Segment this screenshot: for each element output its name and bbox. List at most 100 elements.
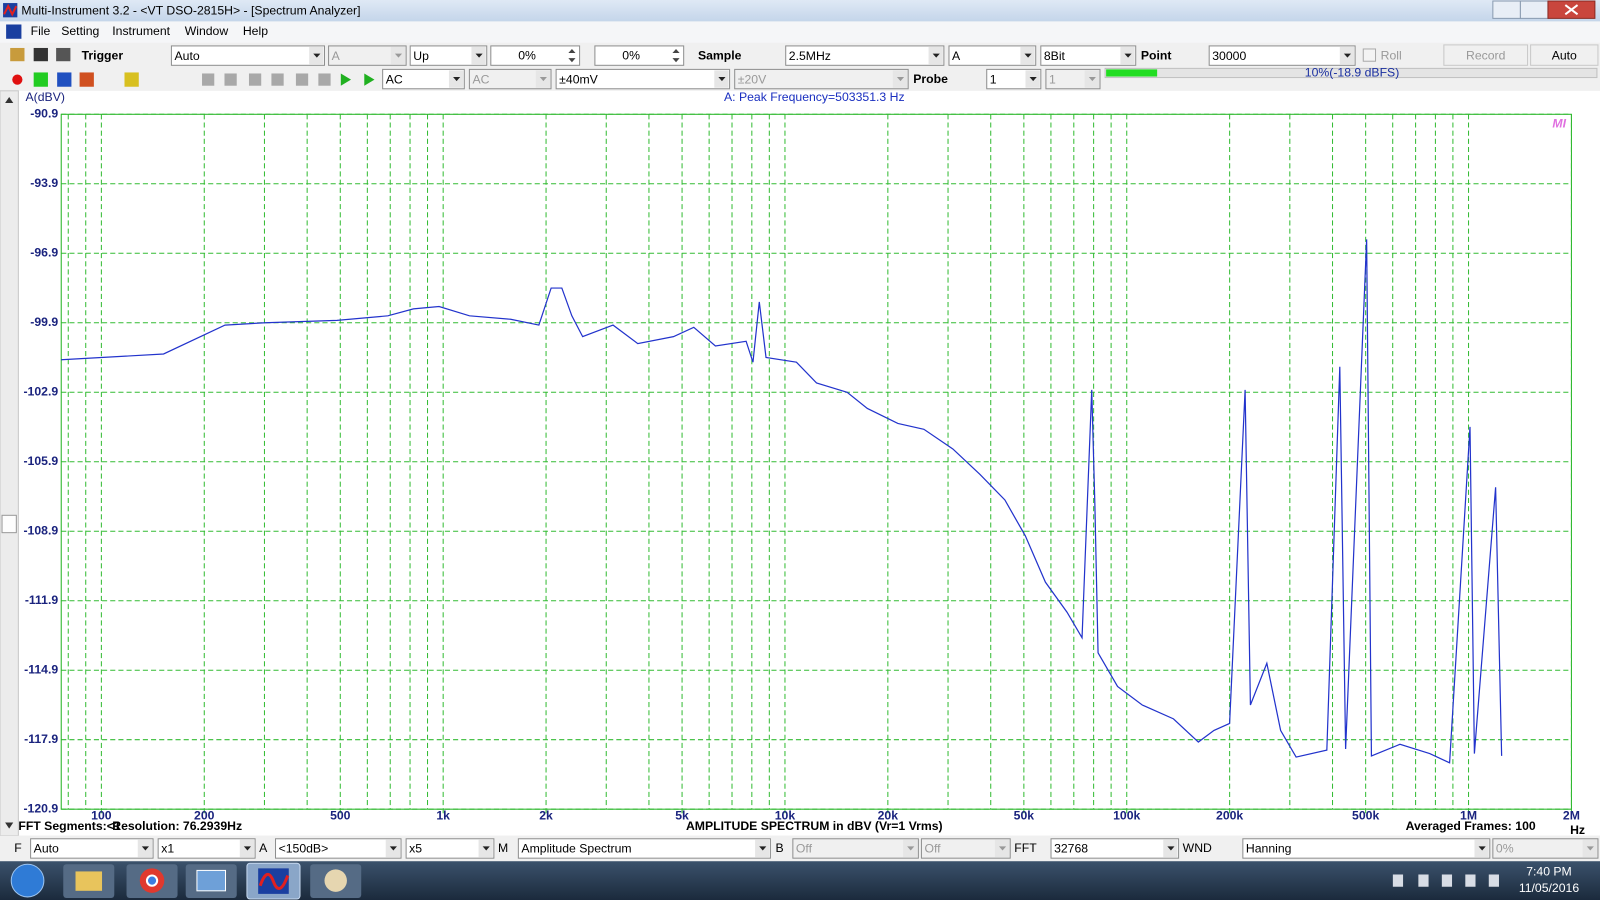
combo-box[interactable] [920, 838, 1011, 859]
tool-icon[interactable] [33, 72, 48, 87]
scroll-down[interactable] [5, 822, 14, 829]
combo-arrow [1586, 846, 1594, 851]
fft-segments: FFT Segments:<1 [18, 819, 121, 833]
tool-icon[interactable] [33, 47, 48, 62]
menu-item[interactable]: File [31, 24, 51, 38]
tool-icon[interactable] [79, 72, 94, 87]
combo-box[interactable] [328, 45, 407, 66]
combo-text: Off [796, 842, 813, 856]
tool-icon[interactable] [248, 73, 262, 86]
record-label: Record [1466, 48, 1506, 62]
x-tick-label: 2k [539, 809, 553, 823]
tool-icon[interactable] [318, 73, 331, 86]
record-button[interactable] [1443, 44, 1529, 66]
combo-arrow [1024, 53, 1032, 58]
auto-label: Auto [1552, 48, 1577, 62]
scroll-up[interactable] [5, 96, 14, 104]
watermark: MI [1552, 117, 1566, 131]
roll-checkbox[interactable] [1362, 48, 1377, 62]
app-icon-wave [3, 3, 18, 17]
run-icon[interactable] [340, 73, 352, 86]
combo-box[interactable] [734, 68, 909, 90]
tool-icon[interactable] [56, 47, 71, 62]
menu-bar [0, 21, 1600, 43]
combo-arrow [759, 846, 767, 851]
point-label: Point [1141, 48, 1172, 62]
tool-icon[interactable] [124, 72, 139, 87]
tray-icon[interactable] [1392, 874, 1404, 887]
combo-arrow [141, 846, 149, 851]
averaged-frames: Averaged Frames: 100 [1406, 819, 1536, 833]
combo-box[interactable] [1208, 45, 1356, 66]
combo-text: <150dB> [279, 842, 329, 856]
tool-icon[interactable] [295, 73, 309, 86]
tool-icon[interactable] [224, 73, 237, 86]
tray-icon[interactable] [1488, 874, 1499, 887]
spin-box[interactable] [490, 45, 581, 66]
x-tick-label: 20k [878, 809, 899, 823]
combo-arrow [1029, 77, 1037, 82]
spin-arrows [672, 48, 680, 63]
minimize-button[interactable] [1492, 0, 1521, 19]
combo-text: ±40mV [559, 72, 599, 86]
maximize-button[interactable] [1519, 0, 1549, 19]
scroll-thumb[interactable] [1, 514, 17, 534]
menu-item[interactable]: Help [243, 24, 268, 38]
combo-arrow [1124, 53, 1132, 58]
scrollbar[interactable] [0, 90, 19, 837]
combo-text: Up [413, 49, 429, 63]
tool-icon[interactable] [202, 73, 215, 86]
y-tick-label: -99.9 [30, 315, 58, 329]
combo-box[interactable] [170, 45, 325, 66]
auto-button[interactable] [1530, 44, 1599, 66]
combo-arrow [718, 77, 726, 82]
combo-box[interactable] [1242, 838, 1491, 859]
title-bar [0, 0, 1600, 22]
x-tick-label: 200k [1216, 809, 1243, 823]
tray-icon[interactable] [1418, 874, 1429, 887]
x-axis-label: AMPLITUDE SPECTRUM in dBV (Vr=1 Vrms) [686, 819, 943, 833]
menu-item[interactable]: Window [185, 24, 229, 38]
close-icon [1564, 4, 1579, 16]
tray-icon[interactable] [1465, 874, 1476, 887]
combo-arrow [389, 846, 397, 851]
combo-box[interactable] [1050, 838, 1180, 859]
combo-box[interactable] [785, 45, 945, 66]
fft-label: FFT [1014, 841, 1037, 855]
x-tick-label: 1k [436, 809, 450, 823]
x-tick-label: 10k [775, 809, 796, 823]
combo-box[interactable] [275, 838, 402, 859]
combo-box[interactable] [30, 838, 154, 859]
combo-arrow [998, 846, 1007, 851]
single-icon[interactable] [364, 73, 375, 86]
combo-box[interactable] [1040, 45, 1137, 66]
tool-icon[interactable] [271, 73, 284, 86]
menu-item[interactable]: Instrument [112, 24, 170, 38]
combo-box[interactable] [157, 838, 256, 859]
tray-icon[interactable] [1441, 874, 1453, 887]
combo-box[interactable] [948, 45, 1037, 66]
menu-item[interactable]: Setting [61, 24, 99, 38]
combo-box[interactable] [468, 68, 552, 90]
x-tick-label: 1M [1460, 809, 1477, 823]
m-label: M [498, 841, 508, 855]
y-tick-label: -96.9 [30, 245, 58, 259]
combo-box[interactable] [409, 45, 488, 66]
combo-box[interactable] [517, 838, 771, 859]
combo-box[interactable] [792, 838, 919, 859]
tool-icon[interactable] [57, 72, 72, 87]
taskbar [0, 861, 1600, 900]
combo-box[interactable] [555, 68, 731, 90]
combo-box[interactable] [405, 838, 495, 859]
resolution: Resolution: 76.2939Hz [112, 819, 242, 833]
mi-icon-wave [258, 872, 290, 890]
a-label: A [259, 841, 268, 855]
tool-icon[interactable] [10, 47, 25, 62]
combo-box[interactable] [1492, 838, 1599, 859]
spin-box[interactable] [594, 45, 685, 66]
combo-text: AC [472, 72, 489, 86]
combo-text: AC [386, 72, 403, 86]
start-button[interactable] [10, 863, 45, 898]
combo-box[interactable] [382, 68, 465, 90]
record-dot[interactable] [12, 74, 23, 85]
